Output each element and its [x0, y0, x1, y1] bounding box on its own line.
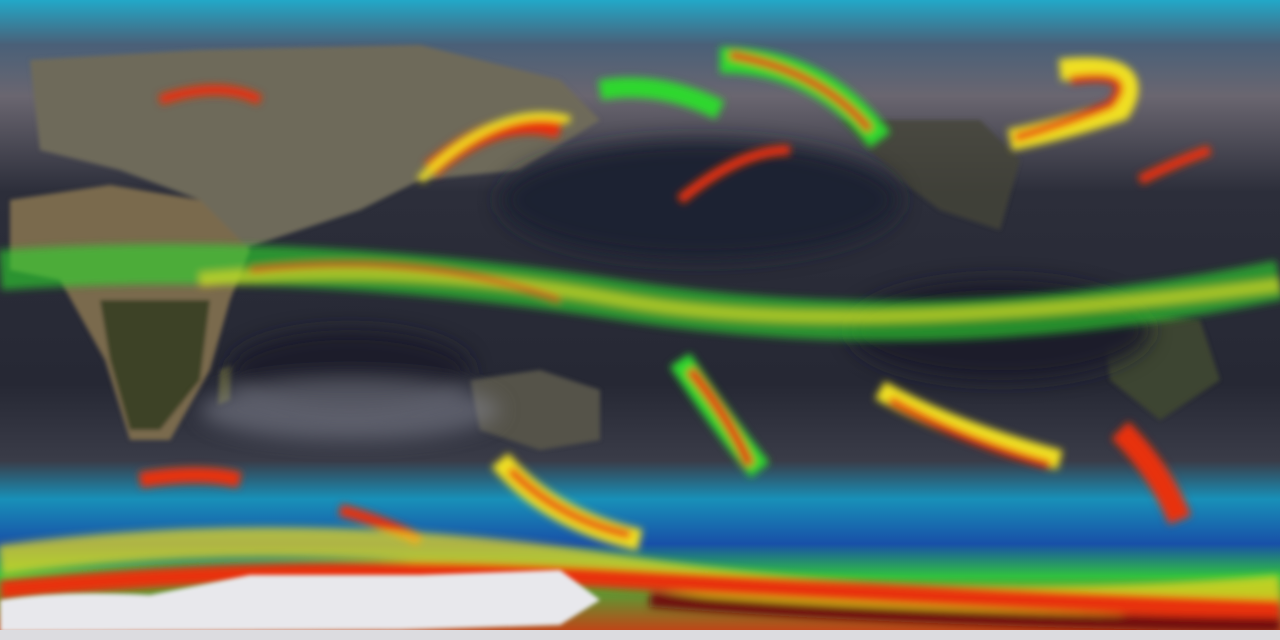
australia-land: [470, 370, 600, 450]
north-america-land: [840, 120, 1020, 230]
antarctica-ice-edge: [0, 630, 1280, 640]
antarctica-ice: [0, 570, 600, 632]
precipitation-bands: [0, 47, 1280, 632]
central-africa-vegetation: [100, 300, 210, 430]
